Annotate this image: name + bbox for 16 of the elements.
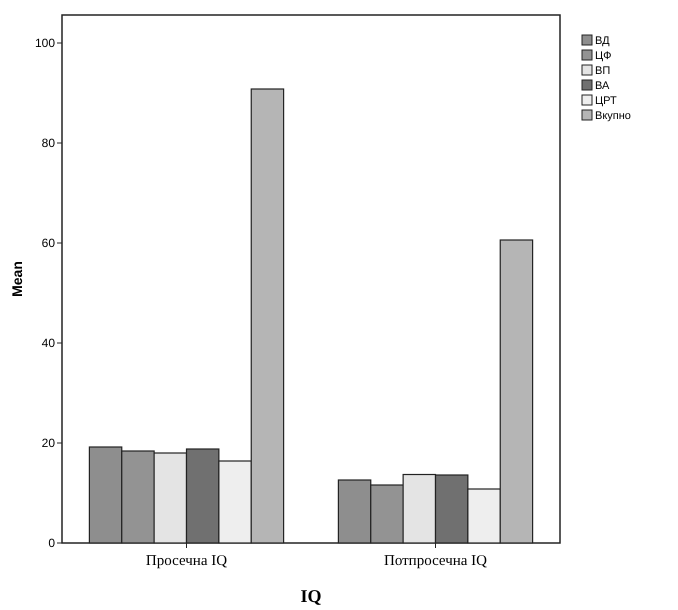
x-axis-title: IQ <box>300 586 322 606</box>
y-tick-label: 40 <box>42 336 56 350</box>
legend-label: ВП <box>595 64 610 77</box>
y-tick-label: 80 <box>42 136 56 150</box>
y-tick-label: 20 <box>42 436 56 450</box>
y-tick-label: 60 <box>42 236 56 250</box>
legend-label: Вкупно <box>595 110 631 122</box>
legend-label: ЦРТ <box>595 94 617 107</box>
x-tick-label: Потпросечна IQ <box>384 553 488 569</box>
x-tick-label: Просечна IQ <box>146 553 228 569</box>
legend-label: ЦФ <box>595 50 612 62</box>
y-tick-label: 100 <box>34 36 56 50</box>
legend-label: ВД <box>595 34 610 47</box>
y-axis-title: Mean <box>9 261 25 297</box>
legend-label: ВА <box>595 80 610 92</box>
y-tick-label: 0 <box>48 536 56 550</box>
